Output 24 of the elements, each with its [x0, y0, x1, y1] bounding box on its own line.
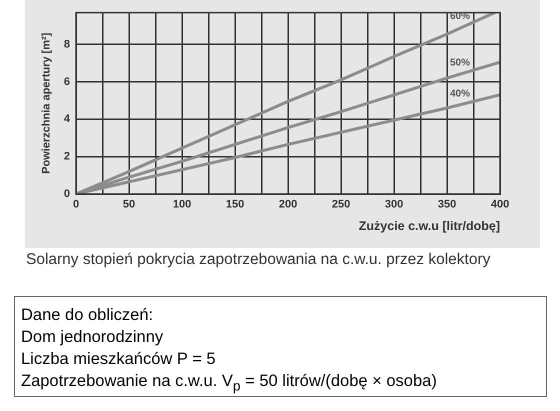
series-label: 40%	[450, 88, 470, 100]
x-tick-label: 50	[122, 198, 136, 211]
y-tick-label: 8	[64, 38, 70, 50]
x-tick-label: 0	[72, 198, 80, 211]
x-tick-label: 300	[384, 198, 404, 211]
y-axis-title: Powierzchnia apertury [m²]	[40, 32, 53, 174]
text: Dane do obliczeń:	[21, 305, 154, 326]
y-tick-label: 4	[64, 113, 71, 126]
x-tick-label: 400	[490, 198, 510, 211]
text: Zapotrzebowanie na c.w.u. V$_{p}$ = 50 litrów/(dobę × osoba)	[21, 371, 438, 396]
x-tick-label: 100	[172, 198, 192, 211]
x-tick-label: 200	[278, 198, 298, 211]
y-tick-label: 6	[64, 76, 70, 88]
text: Dom jednorodzinny	[21, 327, 164, 348]
y-tick-label: 0	[64, 188, 70, 200]
x-tick-label: 150	[226, 198, 244, 211]
text: Liczba mieszkańców P = 5	[21, 349, 217, 370]
series-label: 60%	[450, 11, 470, 22]
y-tick-label: 2	[64, 150, 70, 163]
x-tick-label: 350	[438, 198, 456, 211]
x-axis-title: Zużycie c.w.u [litr/dobę]	[358, 218, 500, 233]
series-label: 50%	[450, 58, 470, 69]
text: Solarny stopień pokrycia zapotrzebowania na c.w.u. przez kolektory	[26, 251, 490, 269]
x-tick-label: 250	[332, 198, 350, 211]
